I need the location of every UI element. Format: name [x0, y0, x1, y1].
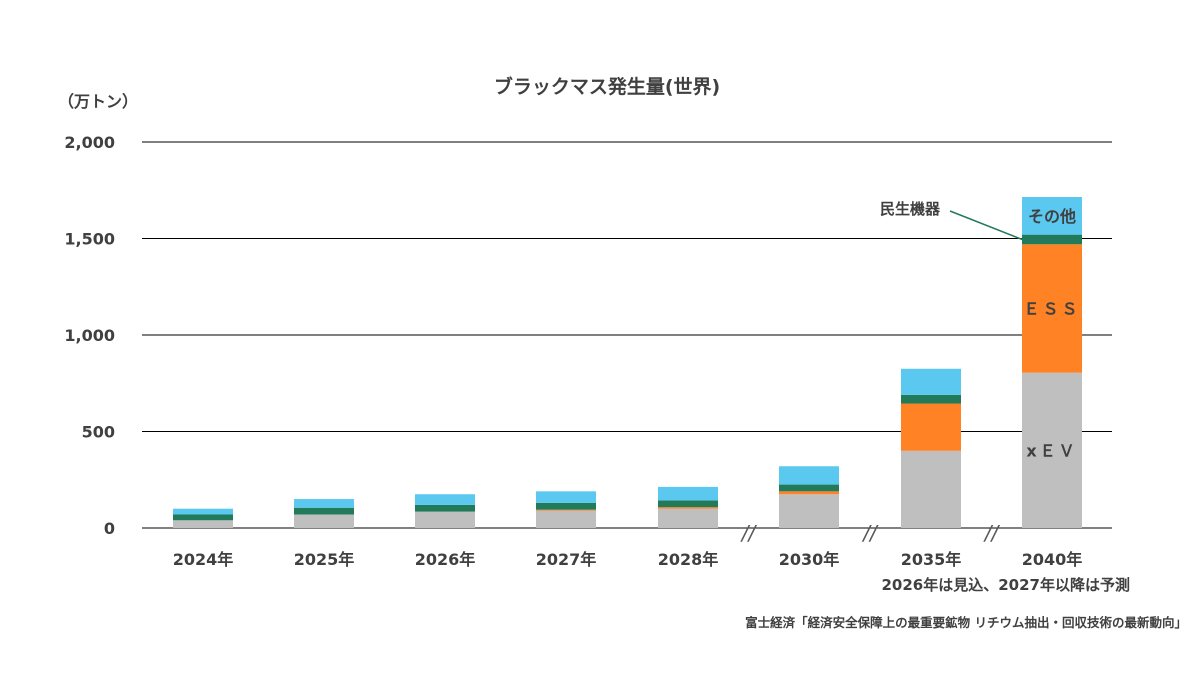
x-tick-label: 2025年: [294, 550, 355, 569]
bar-segment: [779, 491, 839, 495]
axis-break-marker: //: [740, 521, 758, 545]
y-tick-label: 0: [104, 519, 115, 538]
bar-segment: [901, 368, 961, 395]
series-label: その他: [1028, 207, 1076, 226]
bar-segment: [294, 499, 354, 508]
y-tick-label: 2,000: [64, 133, 115, 152]
bar-segment: [173, 514, 233, 521]
bar-segment: [901, 394, 961, 404]
bar-segment: [658, 508, 718, 528]
bar-segment: [415, 511, 475, 528]
x-tick-label: 2040年: [1022, 550, 1083, 569]
series-label: 民生機器: [880, 200, 941, 218]
labels: 2,000 1,500 1,000 500 0 2024年 2025年 2026年 2027年 2…: [64, 133, 1082, 569]
gridlines: [142, 141, 1112, 529]
bar-segment: [173, 508, 233, 515]
bar-segment: [536, 510, 596, 528]
bar-segment: [779, 494, 839, 528]
bar-segment: [901, 450, 961, 528]
bar-segment: [536, 509, 596, 511]
axis-break-marker: //: [983, 521, 1001, 545]
bar-segment: [536, 502, 596, 510]
x-tick-label: 2035年: [901, 550, 962, 569]
bar-segment: [294, 514, 354, 528]
series-label: xＥＶ: [1026, 441, 1077, 460]
bar-segment: [415, 504, 475, 512]
bar-segment: [658, 507, 718, 509]
bar-segment: [658, 486, 718, 501]
x-tick-label: 2027年: [536, 550, 597, 569]
forecast-note: 2026年は見込、2027年以降は予測: [882, 576, 1131, 594]
leader-line: [949, 210, 1023, 241]
bar-segment: [1022, 234, 1082, 245]
bar-segment: [173, 520, 233, 528]
bar-segment: [415, 494, 475, 505]
bar-segment: [1022, 244, 1082, 373]
y-axis-unit-label: （万トン）: [58, 92, 138, 111]
bar-segment: [1022, 372, 1082, 528]
bars: [173, 197, 1082, 528]
y-tick-label: 1,000: [64, 326, 115, 345]
source-note: 富士経済「経済安全保障上の最重要鉱物 リチウム抽出・回収技術の最新動向」: [745, 615, 1187, 630]
x-tick-label: 2024年: [173, 550, 234, 569]
series-label: ＥＳＳ: [1023, 299, 1080, 318]
chart-title: ブラックマス発生量(世界): [494, 75, 720, 98]
bar-segment: [901, 403, 961, 451]
bar-segment: [1022, 197, 1082, 235]
y-tick-label: 500: [82, 423, 115, 442]
x-tick-label: 2028年: [658, 550, 719, 569]
y-tick-label: 1,500: [64, 230, 115, 249]
x-tick-label: 2026年: [415, 550, 476, 569]
x-tick-label: 2030年: [779, 550, 840, 569]
bar-segment: [658, 500, 718, 508]
bar-segment: [779, 466, 839, 485]
axis-break-marker: //: [861, 521, 879, 545]
bar-segment: [779, 484, 839, 492]
bar-segment: [536, 491, 596, 503]
bar-segment: [294, 507, 354, 515]
